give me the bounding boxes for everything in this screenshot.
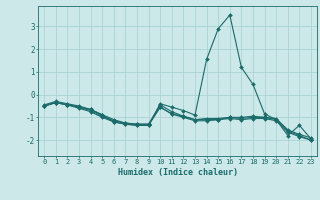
X-axis label: Humidex (Indice chaleur): Humidex (Indice chaleur) [118,168,238,177]
